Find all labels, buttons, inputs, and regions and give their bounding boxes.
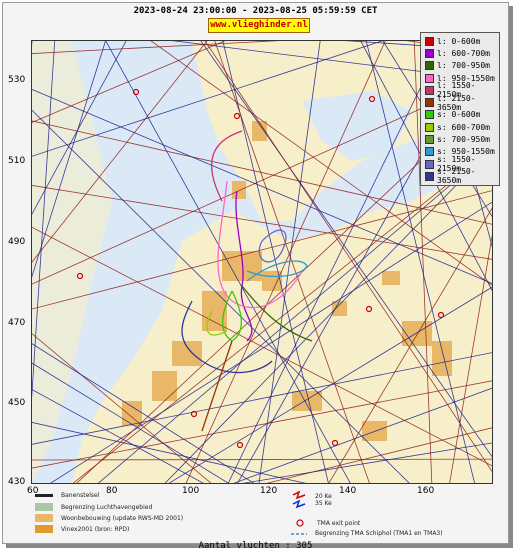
vinex-swatch bbox=[35, 525, 53, 533]
time-range-header: 2023-08-24 23:00:00 - 2023-08-25 05:59:5… bbox=[3, 6, 508, 16]
legend-label: s: 700-950m bbox=[437, 135, 490, 144]
airport-swatch bbox=[35, 503, 53, 511]
tma-boundary-icon bbox=[291, 531, 307, 537]
vinex-label: Vinex2001 (bron: RPD) bbox=[61, 526, 129, 533]
window-frame: 2023-08-24 23:00:00 - 2023-08-25 05:59:5… bbox=[2, 2, 509, 544]
contour-35-label: 35 Ke bbox=[315, 500, 332, 507]
legend-swatch bbox=[425, 86, 434, 95]
tma-exit-icon bbox=[295, 518, 307, 528]
runway-label: Banenstelsel bbox=[61, 492, 99, 499]
legend-item: s: 2150-3650m bbox=[425, 170, 497, 182]
legend-item: s: 600-700m bbox=[425, 121, 497, 133]
legend-contours: 20 Ke 35 Ke bbox=[291, 490, 332, 510]
legend-housing: Woonbebouwing (update RWS-MD 2001) bbox=[35, 514, 183, 522]
y-tick: 430 bbox=[8, 477, 25, 487]
legend-label: l: 2150-3650m bbox=[437, 94, 497, 112]
legend-airport: Begrenzing Luchthavengebied bbox=[35, 503, 152, 511]
legend-tma-exit: TMA exit point bbox=[295, 518, 360, 528]
legend-swatch bbox=[425, 135, 434, 144]
legend-item: l: 700-950m bbox=[425, 60, 497, 72]
legend-swatch bbox=[425, 74, 434, 83]
legend-swatch bbox=[425, 61, 434, 70]
tma-boundary-label: Begrenzing TMA Schiphol (TMA1 en TMA3) bbox=[315, 530, 443, 537]
y-tick: 490 bbox=[8, 237, 25, 247]
legend-swatch bbox=[425, 37, 434, 46]
legend-label: s: 600-700m bbox=[437, 123, 490, 132]
legend-label: s: 0-600m bbox=[437, 110, 480, 119]
site-label[interactable]: www.vlieghinder.nl bbox=[208, 18, 310, 33]
legend-swatch bbox=[425, 147, 434, 156]
housing-label: Woonbebouwing (update RWS-MD 2001) bbox=[61, 515, 183, 522]
y-tick: 530 bbox=[8, 75, 25, 85]
airport-label: Begrenzing Luchthavengebied bbox=[61, 504, 152, 511]
map-legend: Banenstelsel Begrenzing Luchthavengebied… bbox=[33, 490, 488, 538]
legend-label: l: 700-950m bbox=[437, 61, 490, 70]
legend-swatch bbox=[425, 123, 434, 132]
housing-swatch bbox=[35, 514, 53, 522]
legend-label: l: 600-700m bbox=[437, 49, 490, 58]
legend-label: s: 2150-3650m bbox=[437, 167, 497, 185]
contour-20-label: 20 Ke bbox=[315, 493, 332, 500]
legend-runway: Banenstelsel bbox=[35, 492, 99, 499]
legend-item: l: 0-600m bbox=[425, 35, 497, 47]
legend-swatch bbox=[425, 110, 434, 119]
y-tick: 510 bbox=[8, 156, 25, 166]
legend-swatch bbox=[425, 160, 434, 169]
legend-vinex: Vinex2001 (bron: RPD) bbox=[35, 525, 129, 533]
legend-swatch bbox=[425, 98, 434, 107]
tma-exit-label: TMA exit point bbox=[317, 520, 360, 527]
legend-item: l: 600-700m bbox=[425, 47, 497, 59]
legend-swatch bbox=[425, 172, 434, 181]
y-tick: 470 bbox=[8, 318, 25, 328]
contour-icon bbox=[291, 490, 309, 510]
y-tick: 450 bbox=[8, 398, 25, 408]
legend-swatch bbox=[425, 49, 434, 58]
legend-label: l: 0-600m bbox=[437, 37, 480, 46]
legend-item: s: 700-950m bbox=[425, 133, 497, 145]
runway-swatch bbox=[35, 494, 53, 497]
legend-tma-boundary: Begrenzing TMA Schiphol (TMA1 en TMA3) bbox=[291, 530, 443, 537]
legend-item: l: 2150-3650m bbox=[425, 96, 497, 108]
